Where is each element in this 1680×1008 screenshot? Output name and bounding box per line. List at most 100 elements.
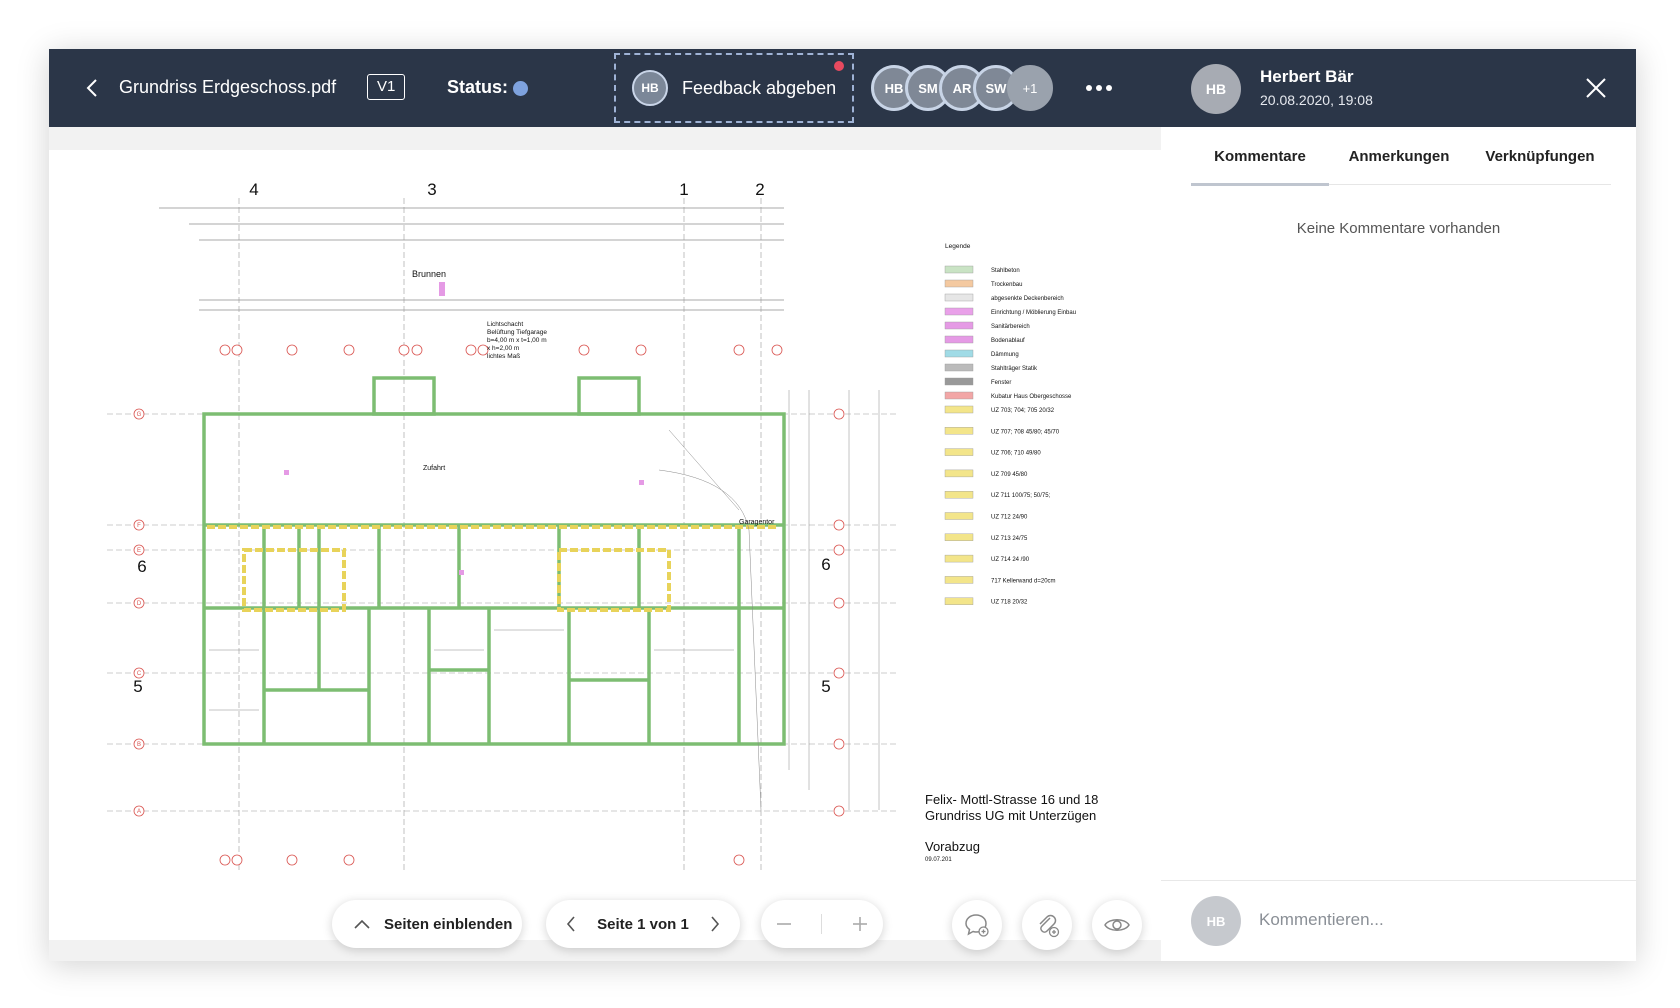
minus-icon bbox=[776, 923, 791, 925]
more-participants-badge[interactable]: +1 bbox=[1007, 65, 1053, 111]
axis-number-label: 2 bbox=[755, 180, 764, 199]
legend-label: abgesenkte Deckenbereich bbox=[991, 296, 1064, 302]
legend-swatch bbox=[944, 363, 974, 372]
legend-swatch bbox=[944, 321, 974, 330]
eye-icon bbox=[1104, 919, 1130, 931]
drawing-label: Lichtschacht bbox=[487, 321, 523, 328]
dot-icon bbox=[1096, 85, 1102, 91]
zoom-in-button[interactable] bbox=[852, 916, 868, 932]
previous-page-button[interactable] bbox=[566, 916, 576, 932]
legend-label: UZ 713 24/75 bbox=[991, 536, 1028, 542]
avatar[interactable]: AR bbox=[939, 65, 985, 111]
panel-tabs: Kommentare Anmerkungen Verknüpfungen bbox=[1191, 127, 1611, 186]
more-options-button[interactable] bbox=[1079, 73, 1119, 103]
legend-label: UZ 718 20/32 bbox=[991, 600, 1028, 606]
comment-composer: HB bbox=[1161, 880, 1636, 961]
back-button[interactable] bbox=[75, 71, 109, 105]
legend-swatch bbox=[944, 335, 974, 344]
legend-label: Stahlbeton bbox=[991, 268, 1020, 274]
axis-letter-label: B bbox=[137, 742, 141, 748]
legend-label: UZ 712 24/90 bbox=[991, 515, 1028, 521]
panel-header: HB Herbert Bär 20.08.2020, 19:08 bbox=[1161, 49, 1636, 127]
title-block-line: Felix- Mottl-Strasse 16 und 18 bbox=[925, 792, 1098, 807]
title-block-date: 09.07.201 bbox=[925, 857, 952, 863]
legend-swatch bbox=[944, 405, 974, 414]
document-viewer[interactable]: G F E D C B A 4 3 1 2 6 5 6 5 Brunnen bbox=[49, 150, 1161, 940]
legend-swatch bbox=[944, 533, 974, 541]
version-badge[interactable]: V1 bbox=[367, 74, 406, 100]
axis-number-label: 4 bbox=[249, 180, 258, 199]
legend-label: Fenster bbox=[991, 380, 1011, 386]
dot-icon bbox=[1086, 85, 1092, 91]
drawing-label: Garagentor bbox=[739, 519, 775, 526]
empty-state-text: Keine Kommentare vorhanden bbox=[1296, 220, 1501, 237]
notification-dot bbox=[834, 61, 844, 71]
legend-swatch bbox=[944, 597, 974, 605]
plus-icon bbox=[853, 917, 868, 931]
legend-swatch bbox=[944, 427, 974, 435]
legend: Stahlbeton Trockenbau abgesenkte Deckenber… bbox=[944, 265, 1076, 606]
floor-plan-drawing: G F E D C B A 4 3 1 2 6 5 6 5 Brunnen bbox=[107, 180, 1098, 870]
user-avatar: HB bbox=[1191, 896, 1241, 946]
title-block-line: Grundriss UG mit Unterzügen bbox=[925, 808, 1096, 823]
drawing-label: Belüftung Tiefgarage bbox=[487, 329, 547, 336]
zoom-controls bbox=[761, 900, 883, 948]
chevron-left-icon bbox=[566, 916, 575, 932]
file-name: Grundriss Erdgeschoss.pdf bbox=[119, 77, 337, 97]
legend-swatch bbox=[944, 349, 974, 358]
visibility-button[interactable] bbox=[1092, 900, 1142, 950]
legend-label: UZ 707; 708 45/80; 45/70 bbox=[991, 429, 1060, 435]
axis-number-label: 3 bbox=[427, 180, 436, 199]
author-name: Herbert Bär bbox=[1260, 67, 1354, 86]
title-block-line: Vorabzug bbox=[925, 839, 980, 854]
legend-label: Kubatur Haus Obergeschosse bbox=[991, 394, 1072, 400]
axis-number-label: 1 bbox=[679, 180, 688, 199]
axis-letter-label: F bbox=[137, 523, 141, 529]
chevron-right-icon bbox=[711, 916, 720, 932]
axis-letter-label: E bbox=[137, 548, 141, 554]
add-comment-button[interactable] bbox=[952, 900, 1002, 950]
legend-swatch bbox=[944, 279, 974, 288]
legend-title: Legende bbox=[945, 243, 971, 250]
drawing-label: x h=2,00 m bbox=[487, 345, 519, 352]
page-navigation: Seite 1 von 1 bbox=[546, 900, 740, 948]
author-avatar: HB bbox=[1191, 64, 1241, 114]
legend-label: UZ 714 24 /90 bbox=[991, 557, 1030, 563]
next-page-button[interactable] bbox=[710, 916, 720, 932]
axis-letter-label: D bbox=[137, 601, 142, 607]
legend-swatch bbox=[944, 391, 974, 400]
feedback-label: Feedback abgeben bbox=[682, 77, 837, 98]
show-pages-label: Seiten einblenden bbox=[384, 915, 513, 933]
show-pages-button[interactable]: Seiten einblenden bbox=[332, 900, 522, 948]
page-indicator: Seite 1 von 1 bbox=[597, 915, 689, 933]
legend-label: 717 Kellerwand d=20cm bbox=[991, 578, 1056, 584]
comment-input[interactable] bbox=[1259, 903, 1599, 937]
legend-swatch bbox=[944, 265, 974, 274]
status-indicator[interactable] bbox=[513, 81, 528, 96]
axis-number-label: 5 bbox=[133, 677, 142, 696]
comment-add-icon bbox=[965, 914, 989, 937]
tab-comments[interactable]: Kommentare bbox=[1191, 127, 1329, 186]
drawing-label: Zufahrt bbox=[423, 465, 445, 472]
axis-letter-label: A bbox=[137, 809, 141, 815]
legend-label: Einrichtung / Möblierung Einbau bbox=[991, 310, 1076, 316]
legend-label: Sanitärbereich bbox=[991, 324, 1030, 330]
legend-label: Dämmung bbox=[991, 352, 1019, 358]
legend-label: UZ 709 45/80 bbox=[991, 472, 1028, 478]
drawing-label: lichtes Maß bbox=[487, 353, 520, 360]
close-panel-button[interactable] bbox=[1581, 73, 1611, 103]
drawing-label: Brunnen bbox=[412, 269, 446, 279]
legend-swatch bbox=[944, 491, 974, 499]
drawing-label: b=4,00 m x t=1,00 m bbox=[487, 337, 547, 344]
chevron-up-icon bbox=[354, 919, 370, 929]
add-attachment-button[interactable] bbox=[1022, 900, 1072, 950]
axis-letter-label: G bbox=[137, 412, 142, 418]
zoom-out-button[interactable] bbox=[776, 916, 792, 932]
tab-annotations[interactable]: Anmerkungen bbox=[1348, 147, 1450, 165]
close-icon bbox=[1586, 78, 1606, 98]
axis-number-label: 5 bbox=[821, 677, 830, 696]
feedback-button[interactable]: HB Feedback abgeben bbox=[614, 53, 854, 123]
axis-letter-label: C bbox=[137, 671, 142, 677]
legend-swatch bbox=[944, 293, 974, 302]
tab-links[interactable]: Verknüpfungen bbox=[1485, 147, 1595, 165]
